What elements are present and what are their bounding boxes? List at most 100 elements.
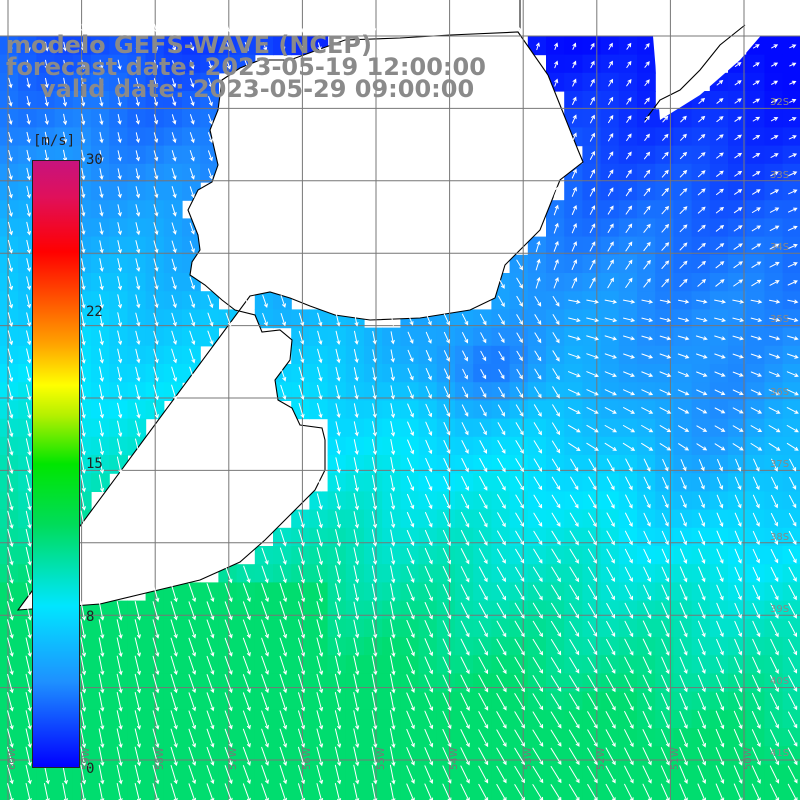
wind-cell: [655, 200, 674, 219]
wind-arrow: [334, 692, 342, 712]
wind-arrow: [622, 442, 636, 451]
wind-arrow: [570, 476, 579, 491]
wind-arrow: [7, 710, 14, 730]
wind-arrow: [189, 168, 195, 180]
wind-arrow: [679, 602, 688, 620]
wind-cell: [746, 182, 765, 201]
wind-arrow: [81, 240, 86, 254]
wind-arrow: [770, 153, 779, 158]
wind-arrow: [788, 207, 798, 213]
wind-arrow: [750, 317, 763, 322]
wind-arrow: [752, 656, 761, 675]
wind-arrow: [80, 402, 86, 419]
wind-arrow: [353, 403, 359, 419]
wind-arrow: [98, 746, 105, 767]
wind-arrow: [117, 312, 122, 328]
wind-arrow: [153, 276, 159, 290]
wind-arrow: [786, 442, 799, 451]
wind-cell: [564, 36, 583, 56]
wind-arrow: [80, 420, 86, 438]
wind-arrow: [588, 458, 597, 472]
wind-arrow: [607, 277, 614, 289]
wind-cell: [782, 473, 800, 492]
wind-cell: [782, 691, 800, 711]
wind-arrow: [81, 167, 86, 181]
wind-arrow: [552, 422, 561, 436]
wind-arrow: [533, 494, 543, 509]
wind-arrow: [587, 693, 598, 711]
wind-arrow: [569, 693, 580, 711]
wind-arrow: [679, 260, 688, 269]
wind-arrow: [172, 60, 177, 70]
wind-arrow: [390, 529, 396, 547]
wind-arrow: [153, 402, 159, 419]
wind-arrow: [99, 330, 104, 346]
wind-arrow: [461, 494, 470, 510]
wind-arrow: [262, 42, 268, 52]
wind-arrow: [788, 153, 798, 158]
wind-cell: [764, 91, 784, 110]
wind-arrow: [642, 747, 652, 766]
wind-arrow: [443, 511, 451, 528]
wind-arrow: [733, 728, 743, 748]
wind-arrow: [660, 747, 670, 766]
wind-arrow: [677, 317, 690, 322]
wind-arrow: [752, 566, 760, 582]
wind-arrow: [371, 673, 378, 694]
wind-cell: [782, 637, 800, 656]
wind-arrow: [298, 674, 305, 694]
wind-arrow: [317, 42, 322, 51]
wind-arrow: [497, 494, 506, 510]
wind-arrow: [605, 692, 616, 711]
wind-arrow: [8, 113, 13, 126]
wind-arrow: [170, 783, 178, 800]
wind-arrow: [98, 728, 105, 749]
wind-arrow: [770, 693, 779, 711]
wind-arrow: [697, 206, 706, 214]
wind-arrow: [714, 371, 726, 377]
wind-arrow: [80, 764, 86, 785]
wind-arrow: [335, 385, 341, 400]
lat-label-39s: 39S: [770, 604, 790, 615]
wind-arrow: [714, 425, 726, 432]
wind-arrow: [788, 675, 798, 692]
wind-arrow: [353, 601, 359, 621]
wind-arrow: [786, 371, 799, 377]
wind-arrow: [589, 259, 596, 270]
wind-arrow: [588, 530, 597, 546]
wind-arrow: [25, 692, 32, 712]
wind-arrow: [80, 619, 86, 640]
wind-arrow: [280, 366, 287, 382]
wind-arrow: [551, 530, 561, 546]
wind-arrow: [661, 584, 670, 601]
wind-arrow: [678, 425, 690, 432]
wind-arrow: [734, 530, 742, 546]
wind-arrow: [298, 619, 305, 639]
wind-arrow: [335, 493, 341, 511]
wind-arrow: [99, 348, 104, 364]
wind-cell: [746, 145, 765, 165]
wind-cell: [709, 145, 729, 165]
wind-arrow: [496, 566, 506, 583]
wind-arrow: [644, 115, 650, 123]
wind-cell: [600, 72, 620, 92]
wind-arrow: [298, 348, 305, 364]
wind-arrow: [536, 42, 540, 51]
wind-arrow: [789, 98, 797, 103]
wind-arrow: [26, 221, 31, 236]
wind-arrow: [117, 276, 122, 291]
wind-arrow: [569, 639, 580, 656]
wind-arrow: [604, 442, 617, 451]
wind-arrow: [642, 620, 652, 638]
wind-arrow: [498, 277, 505, 289]
wind-arrow: [171, 114, 177, 125]
wind-arrow: [279, 728, 287, 748]
wind-arrow: [770, 549, 779, 564]
wind-arrow: [7, 294, 13, 309]
wind-arrow: [98, 673, 105, 694]
wind-arrow: [63, 95, 67, 107]
wind-arrow: [98, 655, 105, 676]
wind-arrow: [641, 425, 654, 433]
wind-arrow: [425, 512, 433, 528]
wind-arrow: [532, 602, 543, 619]
